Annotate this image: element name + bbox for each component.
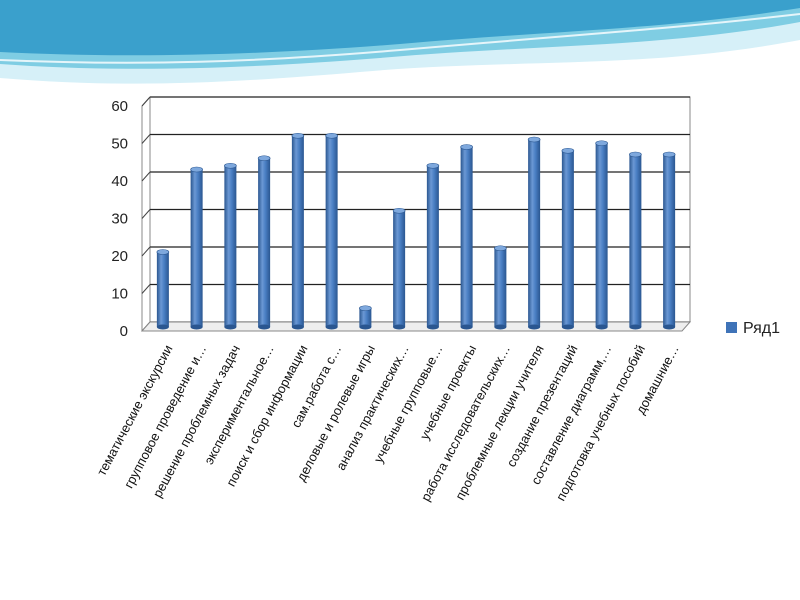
y-axis-ticks: 0 10 20 30 40 50 60 [111,98,128,340]
floor-plane [140,321,692,332]
gridline-side [141,209,151,219]
bar-top [460,144,473,150]
legend-swatch [726,322,737,333]
bar [190,166,203,330]
bar-base [291,324,304,330]
bar-body [494,248,507,327]
bar-body [426,165,439,327]
bar-body [291,135,304,327]
bar-body [258,158,271,327]
bar [662,151,676,330]
bar [527,136,541,330]
bar-body [663,154,676,327]
y-tick-label: 40 [111,173,128,190]
bar-body [561,150,574,327]
bar-top [527,136,541,143]
bar-base [629,324,642,330]
bar [595,140,608,330]
header-waves-decoration [0,0,800,84]
y-tick-label: 50 [111,136,128,153]
gridline-side [141,171,151,182]
bar-top [190,166,203,173]
bar [629,151,642,330]
bar-base [359,324,372,330]
bar-top [595,140,608,147]
bar-top [662,151,676,158]
bar [325,132,338,330]
bar-top [291,132,305,139]
bar-top [257,155,271,162]
bar-body [224,165,237,327]
y-tick-label: 20 [111,248,128,265]
bar-top [359,305,372,312]
y-tick-label: 0 [120,323,128,340]
legend-label: Ряд1 [743,320,780,337]
bar-base [528,324,541,330]
bar [561,147,575,330]
bar [224,162,237,330]
plot-wall [141,96,691,331]
bar-base [595,324,608,330]
bar-body [629,154,642,327]
bar-body [190,169,203,327]
gridline-side [141,134,151,144]
bar [460,144,473,330]
bar-base [190,324,203,330]
bar-base [258,324,271,330]
bar [156,249,170,330]
y-tick-label: 30 [111,211,128,228]
header-wave-line [0,13,800,64]
bar-base [156,324,169,330]
bar-body [528,139,541,327]
bar-base [663,324,676,330]
bar-body [325,135,338,327]
bar-top [156,249,170,255]
bar-base [325,324,338,330]
header-wave-dark [0,0,800,56]
gridline-side [141,96,151,107]
plot-floor [140,321,692,332]
bar-top [224,162,237,169]
bar-top [629,151,642,158]
bar-body [156,252,169,327]
bar-body [359,308,372,327]
bar-top [561,147,575,154]
bar [426,162,440,330]
bar-top [392,207,406,214]
bar-top [494,245,507,252]
gridline-side [141,246,151,257]
bar [392,207,406,330]
legend: Ряд1 [726,320,780,337]
bar-base [426,324,439,330]
gridline-side [141,284,151,294]
bar-base [494,324,507,330]
bar-body [595,143,608,327]
bar [359,305,372,330]
bar-body [393,210,406,327]
y-tick-label: 10 [111,286,128,303]
bar [257,155,271,330]
bar-top [426,162,440,169]
bar [291,132,305,330]
bar-base [393,324,406,330]
bars [156,132,676,330]
bar-top [325,132,338,139]
y-tick-label: 60 [111,98,128,115]
bar-body [460,147,473,327]
bar-base [460,324,473,330]
bar-base [561,324,574,330]
bar [494,245,507,330]
bar-base [224,324,237,330]
